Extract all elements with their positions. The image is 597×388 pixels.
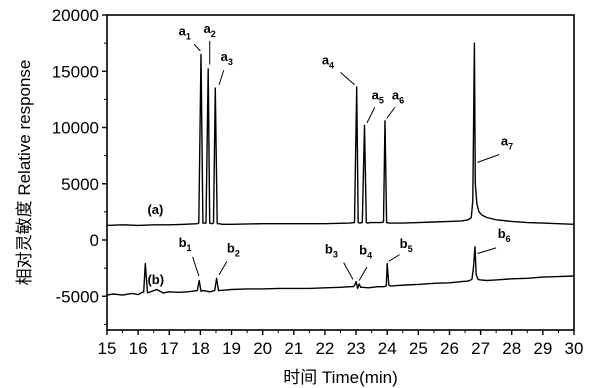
peak-leader-a7 xyxy=(477,154,500,163)
peak-label-subscript: 6 xyxy=(506,234,511,244)
peak-leader-a6 xyxy=(386,106,396,119)
series-label-0: (a) xyxy=(147,202,163,217)
series-line-0 xyxy=(106,42,575,227)
peak-label-b5: b5 xyxy=(400,236,413,254)
peak-leader-b6 xyxy=(477,247,497,254)
x-tick-label-16: 16 xyxy=(129,339,148,358)
peak-label-b6: b6 xyxy=(498,226,511,244)
peak-leader-b3 xyxy=(343,262,354,280)
y-axis-label: 相对灵敏度 Relative response xyxy=(15,60,34,286)
x-tick-label-26: 26 xyxy=(440,339,459,358)
y-tick-label-0: 0 xyxy=(90,231,99,250)
axes-group: 15 16 17 18 19 20 21 22 23 24 25 26 27 28 29 30-5000050… xyxy=(52,6,584,358)
y-tick-label-20000: 20000 xyxy=(52,6,99,25)
peak-label-a3: a3 xyxy=(221,49,233,67)
x-tick-label-20: 20 xyxy=(253,339,272,358)
peak-label-a5: a5 xyxy=(372,87,384,105)
y-tick-label-15000: 15000 xyxy=(52,62,99,81)
peak-label-subscript: 5 xyxy=(379,95,384,105)
peak-label-subscript: 1 xyxy=(186,31,191,41)
peak-label-subscript: 4 xyxy=(367,251,372,261)
x-tick-label-27: 27 xyxy=(471,339,490,358)
peak-label-subscript: 3 xyxy=(228,57,233,67)
peak-label-a2: a2 xyxy=(204,21,216,39)
x-tick-label-24: 24 xyxy=(378,339,397,358)
x-tick-label-18: 18 xyxy=(191,339,210,358)
y-tick-label-10000: 10000 xyxy=(52,119,99,138)
x-tick-label-29: 29 xyxy=(533,339,552,358)
peak-label-subscript: 7 xyxy=(508,142,513,152)
peak-leader-b1 xyxy=(192,256,200,277)
peak-label-b1: b1 xyxy=(179,235,192,253)
peak-label-subscript: 2 xyxy=(235,248,240,258)
peak-leader-a3 xyxy=(218,69,225,85)
y-tick-label-5000: 5000 xyxy=(61,175,99,194)
peak-leader-b5 xyxy=(388,254,400,262)
peak-label-b3: b3 xyxy=(325,242,338,260)
x-tick-label-28: 28 xyxy=(502,339,521,358)
x-tick-label-30: 30 xyxy=(565,339,584,358)
peak-label-subscript: 1 xyxy=(187,243,192,253)
peak-leader-a1 xyxy=(193,43,201,52)
peak-label-subscript: 2 xyxy=(211,29,216,39)
x-tick-label-21: 21 xyxy=(284,339,303,358)
peak-leader-a4 xyxy=(340,72,355,86)
x-tick-label-23: 23 xyxy=(347,339,366,358)
plot-frame xyxy=(106,14,575,331)
peak-label-subscript: 5 xyxy=(408,244,413,254)
x-axis-label: 时间 Time(min) xyxy=(283,368,398,387)
peak-label-a1: a1 xyxy=(179,23,191,41)
peak-label-b2: b2 xyxy=(227,240,240,258)
series-group: (a) (b) xyxy=(106,42,575,296)
y-tick-label--5000: -5000 xyxy=(56,287,99,306)
peak-leader-a5 xyxy=(366,107,376,124)
series-label-1: (b) xyxy=(147,272,164,287)
peak-label-a4: a4 xyxy=(322,53,334,71)
x-tick-label-19: 19 xyxy=(222,339,241,358)
x-tick-label-15: 15 xyxy=(98,339,117,358)
peak-label-b4: b4 xyxy=(359,243,372,261)
x-tick-label-17: 17 xyxy=(160,339,179,358)
peak-label-subscript: 4 xyxy=(329,61,334,71)
annotations-group: a1 a2 a3 a4 a5 a6 a7 b1 b2 b3 b4 b5 b6 xyxy=(179,21,513,281)
peak-leader-b2 xyxy=(218,261,228,276)
peak-label-subscript: 3 xyxy=(333,250,338,260)
peak-label-a7: a7 xyxy=(501,134,513,152)
peak-label-subscript: 6 xyxy=(399,95,404,105)
x-tick-label-22: 22 xyxy=(315,339,334,358)
peak-leader-b4 xyxy=(358,266,368,281)
series-line-1 xyxy=(106,246,575,296)
peak-label-a6: a6 xyxy=(392,87,404,105)
x-tick-label-25: 25 xyxy=(409,339,428,358)
